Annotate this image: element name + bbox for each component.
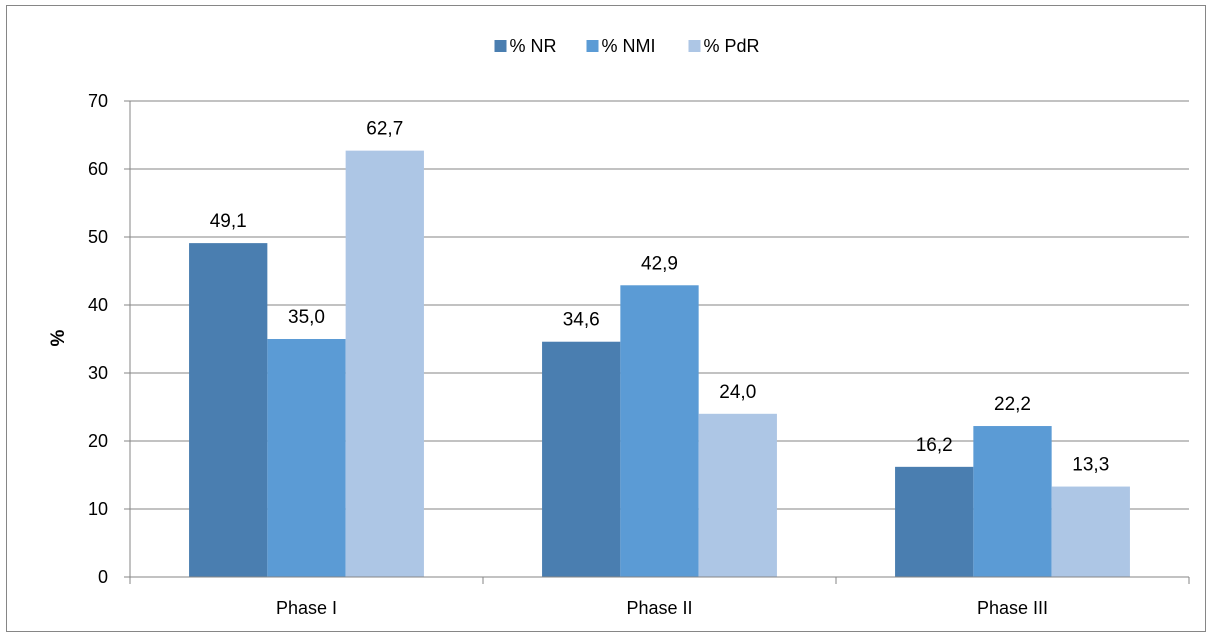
legend-label: % NMI [602, 36, 656, 56]
data-label: 22,2 [994, 394, 1031, 415]
y-tick-label: 70 [88, 91, 108, 111]
data-label: 34,6 [563, 310, 600, 331]
bars [189, 150, 1130, 577]
legend-swatch [688, 40, 701, 52]
data-labels: 49,1 35,0 62,7 34,6 42,9 24,0 16,2 22,2 13,3 [210, 119, 1110, 476]
bar [620, 285, 699, 577]
legend-label: % NR [510, 36, 557, 56]
y-tick-label: 30 [88, 363, 108, 383]
legend: % NR % NMI % PdR [494, 36, 760, 56]
y-tick-labels: 0 10 20 30 40 50 60 70 [88, 91, 108, 587]
bar [189, 243, 268, 577]
y-tick-label: 10 [88, 499, 108, 519]
x-category-label: Phase I [276, 598, 337, 618]
data-label: 24,0 [719, 382, 756, 403]
x-category-label: Phase II [626, 598, 692, 618]
y-axis-label: % [48, 329, 69, 346]
legend-label: % PdR [704, 36, 760, 56]
data-label: 62,7 [366, 119, 403, 140]
data-label: 16,2 [916, 435, 953, 456]
data-label: 49,1 [210, 211, 247, 232]
y-tick-label: 60 [88, 159, 108, 179]
bar [973, 426, 1052, 577]
bar [345, 150, 424, 577]
x-category-label: Phase III [977, 598, 1048, 618]
bar [698, 413, 777, 577]
y-tick-label: 50 [88, 227, 108, 247]
axes [124, 100, 1190, 584]
data-label: 42,9 [641, 253, 678, 274]
legend-swatch [586, 40, 599, 52]
data-label: 13,3 [1072, 455, 1109, 476]
data-label: 35,0 [288, 307, 325, 328]
bar [267, 339, 346, 577]
bar [1051, 486, 1130, 577]
y-tick-label: 20 [88, 431, 108, 451]
legend-swatch [494, 40, 507, 52]
y-tick-label: 0 [98, 567, 108, 587]
x-category-labels: Phase I Phase II Phase III [276, 598, 1048, 618]
bar [542, 341, 621, 577]
bar [895, 466, 974, 577]
y-tick-label: 40 [88, 295, 108, 315]
